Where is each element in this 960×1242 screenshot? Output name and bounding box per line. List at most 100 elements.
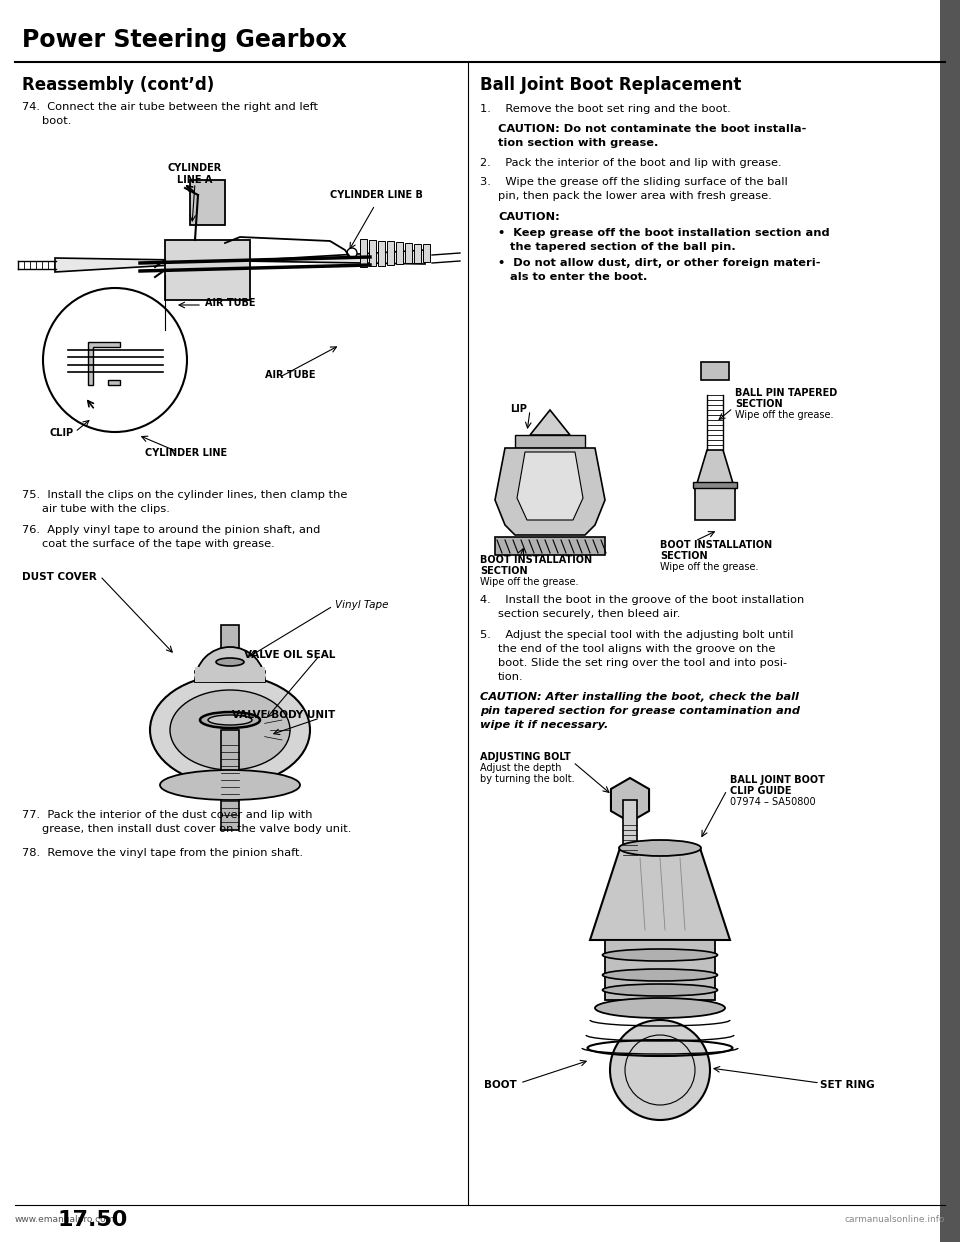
Text: CAUTION: Do not contaminate the boot installa-: CAUTION: Do not contaminate the boot ins… [498,124,806,134]
Text: tion.: tion. [498,672,523,682]
Text: 5.    Adjust the special tool with the adjusting bolt until: 5. Adjust the special tool with the adju… [480,630,794,640]
Text: SECTION: SECTION [480,566,528,576]
Text: by turning the bolt.: by turning the bolt. [480,774,575,784]
Bar [695,484,735,520]
Bar [940,0,960,1242]
Bar [693,482,737,488]
Text: Adjust the depth: Adjust the depth [480,763,562,773]
Text: 74.  Connect the air tube between the right and left: 74. Connect the air tube between the rig… [22,102,318,112]
Text: LIP: LIP [510,404,527,414]
Text: AIR TUBE: AIR TUBE [265,370,316,380]
Text: section securely, then bleed air.: section securely, then bleed air. [498,609,681,619]
Ellipse shape [160,770,300,800]
Polygon shape [530,410,570,435]
Text: 76.  Apply vinyl tape to around the pinion shaft, and: 76. Apply vinyl tape to around the pinio… [22,525,321,535]
Text: the end of the tool aligns with the groove on the: the end of the tool aligns with the groo… [498,645,776,655]
Bar [195,667,265,682]
Text: SECTION: SECTION [735,399,782,409]
Text: wipe it if necessary.: wipe it if necessary. [480,720,609,730]
Polygon shape [55,250,425,272]
Ellipse shape [603,949,717,961]
Text: CLIP: CLIP [50,428,74,438]
Text: CYLINDER LINE: CYLINDER LINE [145,448,228,458]
Text: pin tapered section for grease contamination and: pin tapered section for grease contamina… [480,705,800,715]
Bar [360,238,367,267]
Text: VALVE BODY UNIT: VALVE BODY UNIT [231,710,335,720]
Text: pin, then pack the lower area with fresh grease.: pin, then pack the lower area with fresh… [498,191,772,201]
Bar [396,242,403,265]
Text: CYLINDER
LINE A: CYLINDER LINE A [168,163,222,185]
Ellipse shape [595,999,725,1018]
Wedge shape [195,647,265,682]
Text: SET RING: SET RING [820,1081,875,1090]
Text: AIR TUBE: AIR TUBE [205,298,255,308]
Bar [221,625,239,674]
Text: 07974 – SA50800: 07974 – SA50800 [730,797,816,807]
Bar [378,241,385,266]
Text: •  Keep grease off the boot installation section and: • Keep grease off the boot installation … [498,229,829,238]
Text: CLIP GUIDE: CLIP GUIDE [730,786,791,796]
Text: 2.    Pack the interior of the boot and lip with grease.: 2. Pack the interior of the boot and lip… [480,158,781,168]
Bar [165,240,250,301]
Text: ADJUSTING BOLT: ADJUSTING BOLT [480,751,571,763]
Text: www.emanualpro.com: www.emanualpro.com [15,1215,115,1225]
Text: 3.    Wipe the grease off the sliding surface of the ball: 3. Wipe the grease off the sliding surfa… [480,178,788,188]
Text: 4.    Install the boot in the groove of the boot installation: 4. Install the boot in the groove of the… [480,595,804,605]
Text: air tube with the clips.: air tube with the clips. [42,504,170,514]
Text: Power Steering Gearbox: Power Steering Gearbox [22,29,347,52]
Polygon shape [517,452,583,520]
Text: CAUTION: After installing the boot, check the ball: CAUTION: After installing the boot, chec… [480,692,799,702]
Text: Ball Joint Boot Replacement: Ball Joint Boot Replacement [480,76,741,94]
Ellipse shape [150,674,310,785]
Circle shape [347,248,357,258]
Text: tion section with grease.: tion section with grease. [498,138,659,148]
Bar [495,537,605,555]
Ellipse shape [170,691,290,770]
Text: carmanualsonline.info: carmanualsonline.info [845,1215,945,1225]
Bar [423,245,430,262]
Polygon shape [515,435,585,448]
Bar [701,361,729,380]
Text: boot.: boot. [42,116,71,125]
Ellipse shape [200,712,260,728]
Text: •  Do not allow dust, dirt, or other foreign materi-: • Do not allow dust, dirt, or other fore… [498,258,821,268]
Text: BALL PIN TAPERED: BALL PIN TAPERED [735,388,837,397]
Text: Vinyl Tape: Vinyl Tape [335,600,389,610]
Text: Wipe off the grease.: Wipe off the grease. [480,578,579,587]
Ellipse shape [603,984,717,996]
Circle shape [43,288,187,432]
Text: BOOT: BOOT [484,1081,516,1090]
Bar [369,240,376,266]
Text: Reassembly (cont’d): Reassembly (cont’d) [22,76,214,94]
Text: BALL JOINT BOOT: BALL JOINT BOOT [730,775,825,785]
Bar [623,800,637,859]
Text: BOOT INSTALLATION: BOOT INSTALLATION [660,540,772,550]
Text: 17.50: 17.50 [58,1210,129,1230]
Text: grease, then install dust cover on the valve body unit.: grease, then install dust cover on the v… [42,823,351,833]
Text: BOOT INSTALLATION: BOOT INSTALLATION [480,555,592,565]
Text: Wipe off the grease.: Wipe off the grease. [660,561,758,573]
Bar [405,242,412,263]
Text: 75.  Install the clips on the cylinder lines, then clamp the: 75. Install the clips on the cylinder li… [22,491,348,501]
Text: DUST COVER: DUST COVER [22,573,97,582]
Text: als to enter the boot.: als to enter the boot. [510,272,647,282]
Text: 77.  Pack the interior of the dust cover and lip with: 77. Pack the interior of the dust cover … [22,810,313,820]
Text: SECTION: SECTION [660,551,708,561]
Polygon shape [695,450,735,491]
Bar [605,940,715,1000]
Bar [387,241,394,265]
Bar [221,730,239,830]
Polygon shape [108,380,120,385]
Text: coat the surface of the tape with grease.: coat the surface of the tape with grease… [42,539,275,549]
Polygon shape [590,848,730,940]
Text: boot. Slide the set ring over the tool and into posi-: boot. Slide the set ring over the tool a… [498,658,787,668]
Ellipse shape [195,662,265,682]
Circle shape [610,1020,710,1120]
Polygon shape [611,777,649,822]
Text: Wipe off the grease.: Wipe off the grease. [735,410,833,420]
Text: 1.    Remove the boot set ring and the boot.: 1. Remove the boot set ring and the boot… [480,104,731,114]
Text: CYLINDER LINE B: CYLINDER LINE B [330,190,422,200]
Polygon shape [88,342,120,385]
Ellipse shape [208,715,252,725]
Ellipse shape [619,840,701,856]
